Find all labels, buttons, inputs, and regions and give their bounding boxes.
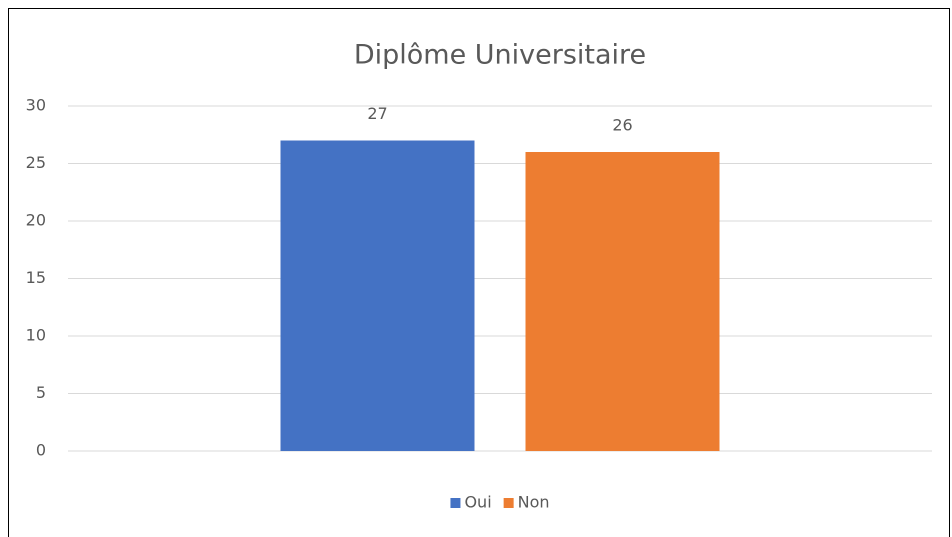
legend-label: Oui bbox=[464, 493, 491, 512]
bar bbox=[525, 152, 720, 451]
legend-swatch bbox=[450, 498, 461, 508]
legend-label: Non bbox=[518, 493, 550, 512]
y-tick-label: 0 bbox=[36, 441, 46, 460]
chart-frame bbox=[8, 8, 950, 537]
y-tick-label: 30 bbox=[26, 96, 46, 115]
data-label: 27 bbox=[367, 104, 387, 123]
legend-swatch bbox=[503, 498, 514, 508]
data-label: 26 bbox=[612, 116, 632, 135]
bar bbox=[280, 140, 475, 451]
y-tick-label: 20 bbox=[26, 211, 46, 230]
y-tick-label: 5 bbox=[36, 383, 46, 402]
y-tick-label: 10 bbox=[26, 326, 46, 345]
y-tick-label: 15 bbox=[26, 268, 46, 287]
y-tick-label: 25 bbox=[26, 153, 46, 172]
chart-title: Diplôme Universitaire bbox=[354, 40, 646, 71]
